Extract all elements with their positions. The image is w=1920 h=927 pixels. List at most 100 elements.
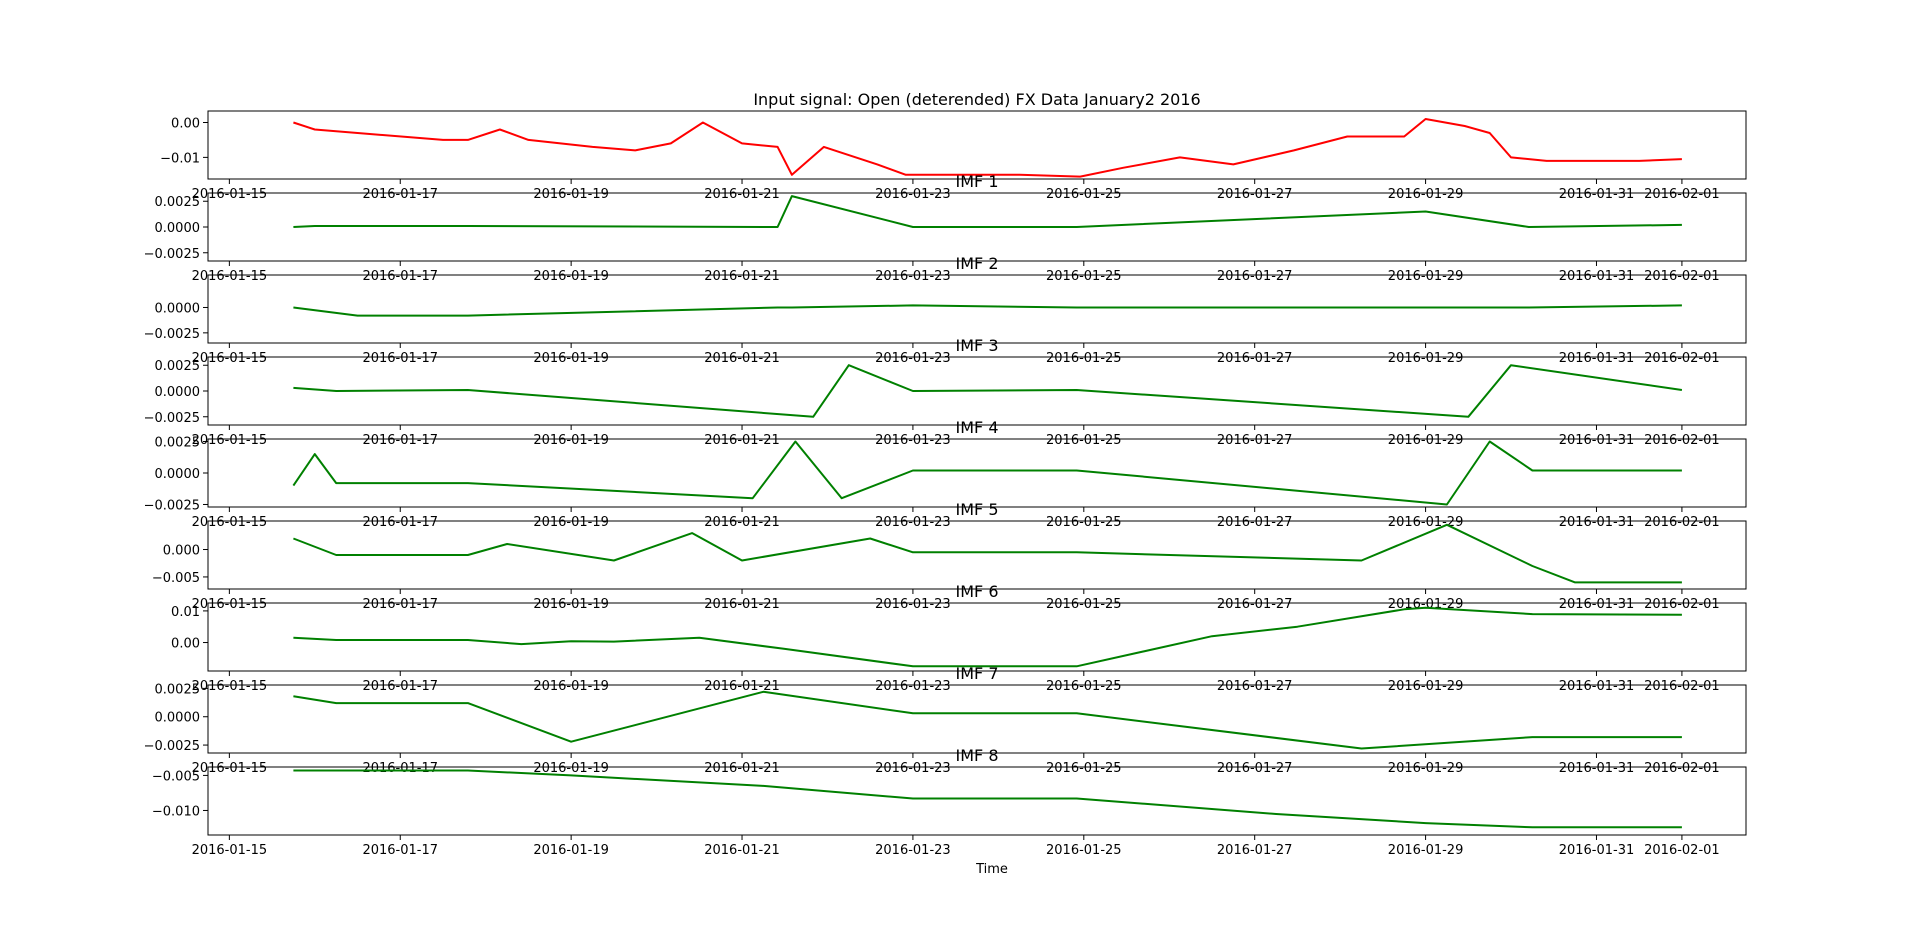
- x-tick-label: 2016-01-25: [1046, 843, 1122, 858]
- panel-2: IMF 2 0.0000 −0.0025 2016-01-15 2016-01-17 20…: [144, 254, 1747, 366]
- x-tick-label: 2016-01-31: [1559, 269, 1635, 284]
- panel-title: IMF 6: [956, 582, 999, 601]
- panel-title: IMF 7: [956, 664, 999, 683]
- panel-title: IMF 2: [956, 254, 999, 273]
- x-tick-label: 2016-01-21: [704, 351, 780, 366]
- x-tick-label: 2016-01-19: [533, 515, 609, 530]
- x-tick-label: 2016-01-27: [1217, 843, 1293, 858]
- x-tick-label: 2016-01-15: [192, 515, 268, 530]
- x-tick-label: 2016-01-25: [1046, 433, 1122, 448]
- x-tick-label: 2016-01-17: [362, 187, 438, 202]
- x-tick-label: 2016-01-25: [1046, 351, 1122, 366]
- x-tick-label: 2016-01-19: [533, 269, 609, 284]
- x-tick-label: 2016-01-23: [875, 351, 951, 366]
- x-tick-label: 2016-01-21: [704, 597, 780, 612]
- y-tick-label: −0.005: [152, 571, 200, 586]
- series-line-2: [293, 304, 1682, 317]
- x-tick-label: 2016-01-31: [1559, 597, 1635, 612]
- x-tick-label: 2016-01-15: [192, 269, 268, 284]
- x-tick-label: 2016-01-21: [704, 515, 780, 530]
- x-tick-label: 2016-01-29: [1388, 843, 1464, 858]
- series-line-5: [293, 523, 1682, 584]
- y-tick-label: −0.0025: [144, 498, 200, 513]
- x-tick-label: 2016-01-15: [192, 597, 268, 612]
- x-tick-label: 2016-02-01: [1644, 679, 1720, 694]
- x-tick-label: 2016-01-31: [1559, 187, 1635, 202]
- x-tick-label: 2016-01-31: [1559, 433, 1635, 448]
- panel-4: IMF 4 0.0025 0.0000 −0.0025 2016-01-15 2016-0…: [144, 418, 1747, 530]
- y-tick-label: 0.0000: [155, 221, 201, 236]
- y-tick-label: 0.0025: [155, 682, 201, 697]
- y-tick-label: −0.0025: [144, 247, 200, 262]
- x-tick-label: 2016-02-01: [1644, 433, 1720, 448]
- x-tick-label: 2016-01-25: [1046, 187, 1122, 202]
- x-tick-label: 2016-01-27: [1217, 351, 1293, 366]
- y-tick-label: 0.01: [171, 605, 200, 620]
- x-tick-label: 2016-01-27: [1217, 761, 1293, 776]
- x-tick-label: 2016-01-27: [1217, 269, 1293, 284]
- x-tick-label: 2016-01-23: [875, 597, 951, 612]
- x-tick-label: 2016-02-01: [1644, 843, 1720, 858]
- panel-3: IMF 3 0.0025 0.0000 −0.0025 2016-01-15 2016-0…: [144, 336, 1747, 448]
- x-tick-label: 2016-01-27: [1217, 679, 1293, 694]
- panel-6: IMF 6 0.01 0.00 2016-01-15 2016-01-17 2016-01…: [171, 582, 1747, 694]
- x-tick-label: 2016-01-23: [875, 761, 951, 776]
- y-tick-label: −0.0025: [144, 411, 200, 426]
- y-tick-label: −0.010: [152, 804, 200, 819]
- panel-frame: [207, 274, 1747, 344]
- x-tick-label: 2016-01-23: [875, 269, 951, 284]
- x-tick-label: 2016-01-19: [533, 187, 609, 202]
- x-tick-label: 2016-01-21: [704, 843, 780, 858]
- x-tick-label: 2016-01-19: [533, 679, 609, 694]
- x-tick-label: 2016-01-15: [192, 433, 268, 448]
- panel-frame: [207, 110, 1747, 180]
- x-tick-label: 2016-01-17: [362, 269, 438, 284]
- x-tick-label: 2016-01-23: [875, 515, 951, 530]
- x-tick-label: 2016-01-29: [1388, 433, 1464, 448]
- x-tick-label: 2016-01-17: [362, 597, 438, 612]
- series-line-6: [293, 606, 1682, 668]
- x-tick-label: 2016-01-17: [362, 433, 438, 448]
- series-line-7: [293, 690, 1682, 750]
- x-tick-label: 2016-01-29: [1388, 187, 1464, 202]
- x-tick-label: 2016-01-25: [1046, 515, 1122, 530]
- x-tick-label: 2016-01-23: [875, 187, 951, 202]
- x-tick-label: 2016-01-19: [533, 351, 609, 366]
- y-tick-label: 0.00: [171, 637, 200, 652]
- panel-title: IMF 5: [956, 500, 999, 519]
- x-tick-label: 2016-01-23: [875, 843, 951, 858]
- x-tick-label: 2016-01-29: [1388, 351, 1464, 366]
- series-line-1: [293, 195, 1682, 228]
- x-tick-label: 2016-01-17: [362, 761, 438, 776]
- x-tick-label: 2016-01-31: [1559, 351, 1635, 366]
- panel-7: IMF 7 0.0025 0.0000 −0.0025 2016-01-15 2016-0…: [144, 664, 1747, 776]
- x-tick-label: 2016-02-01: [1644, 351, 1720, 366]
- y-tick-label: 0.0025: [155, 195, 201, 210]
- series-line-8: [293, 769, 1682, 829]
- panel-title: Input signal: Open (deterended) FX Data …: [753, 90, 1200, 109]
- x-tick-label: 2016-01-17: [362, 679, 438, 694]
- x-tick-label: 2016-01-15: [192, 761, 268, 776]
- x-tick-label: 2016-01-21: [704, 187, 780, 202]
- x-tick-label: 2016-02-01: [1644, 187, 1720, 202]
- x-tick-label: 2016-01-31: [1559, 761, 1635, 776]
- x-tick-label: 2016-01-23: [875, 679, 951, 694]
- x-tick-label: 2016-01-29: [1388, 761, 1464, 776]
- series-line-3: [293, 364, 1683, 418]
- series-line-4: [292, 440, 1682, 506]
- panel-frame: [207, 520, 1747, 590]
- panel-0: Input signal: Open (deterended) FX Data …: [160, 90, 1747, 202]
- panels: Input signal: Open (deterended) FX Data …: [144, 90, 1747, 858]
- y-tick-label: 0.0025: [155, 359, 201, 374]
- y-tick-label: −0.0025: [144, 739, 200, 754]
- panel-8: IMF 8 −0.005 −0.010 2016-01-15 2016-01-17 201…: [152, 746, 1747, 858]
- x-tick-label: 2016-01-27: [1217, 515, 1293, 530]
- x-tick-label: 2016-01-25: [1046, 679, 1122, 694]
- panel-frame: [207, 684, 1747, 754]
- x-tick-label: 2016-01-25: [1046, 761, 1122, 776]
- panel-1: IMF 1 0.0025 0.0000 −0.0025 2016-01-15 2016-0…: [144, 172, 1747, 284]
- x-tick-label: 2016-01-19: [533, 597, 609, 612]
- x-tick-label: 2016-01-21: [704, 269, 780, 284]
- x-tick-label: 2016-01-27: [1217, 597, 1293, 612]
- panel-frame: [207, 438, 1747, 508]
